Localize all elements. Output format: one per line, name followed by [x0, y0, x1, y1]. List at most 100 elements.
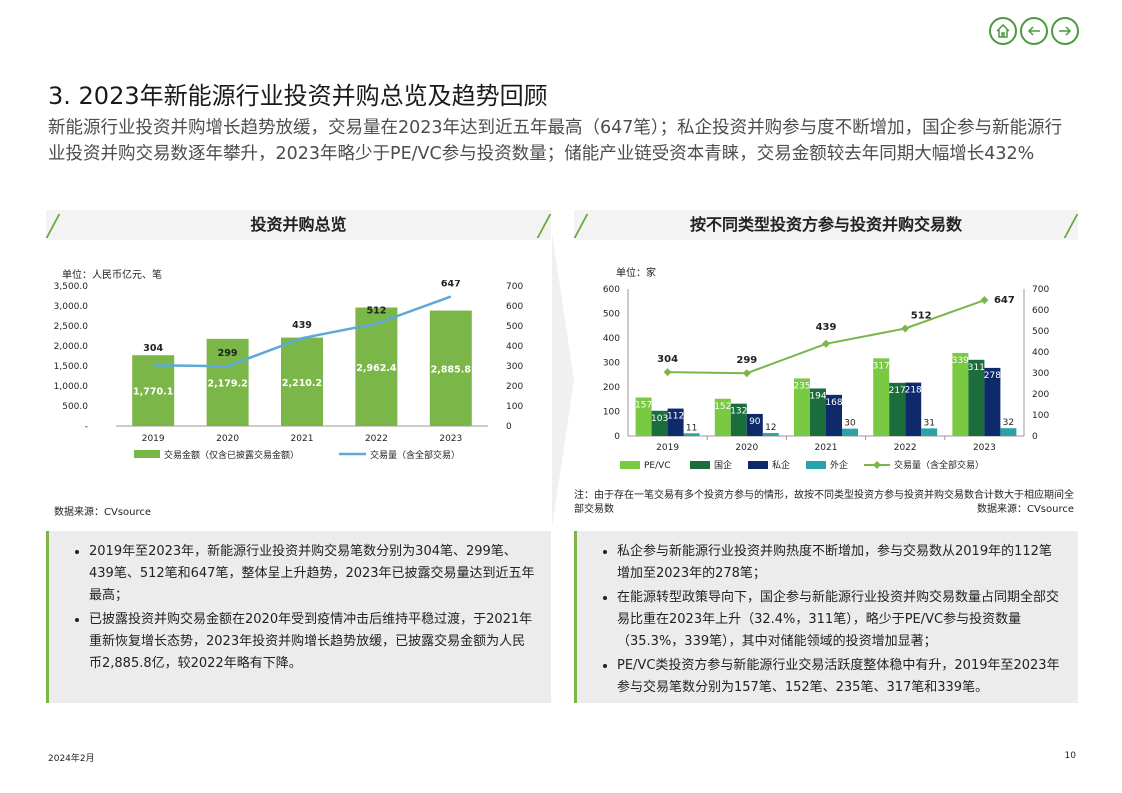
line-point-label: 647 — [994, 295, 1015, 306]
line-series — [153, 295, 452, 368]
page-number: 10 — [1064, 751, 1076, 761]
y2-tick-label: 100 — [506, 402, 523, 412]
y2-tick-label: 200 — [1032, 390, 1049, 400]
bar-label: 168 — [825, 398, 842, 408]
left-chart-source: 数据来源：CVsource — [54, 507, 152, 518]
right-panel-heading: 按不同类型投资方参与投资并购交易数 — [689, 215, 962, 234]
bar — [889, 382, 906, 436]
right-panel-body: 单位：家 0 100 200 300 400 500 600 0 100 200 300 400 500… — [574, 240, 1078, 525]
line-marker — [663, 368, 672, 377]
x-tick-label: 2020 — [216, 434, 239, 444]
bar-label: 132 — [730, 407, 747, 417]
bar-label: 2,885.8 — [431, 364, 472, 375]
y2-tick-label: 700 — [1032, 285, 1049, 295]
line-point-label: 512 — [366, 306, 386, 317]
bar-label: 152 — [714, 402, 731, 412]
bullet-item: 私企参与新能源行业投资并购热度不断增加，参与交易数从2019年的112笔增加至2… — [617, 541, 1064, 585]
bullet-item: 2019年至2023年，新能源行业投资并购交易笔数分别为304笔、299笔、43… — [89, 541, 537, 607]
line-marker — [980, 296, 989, 305]
bar — [794, 378, 810, 436]
bar-label: 311 — [968, 363, 985, 373]
y-tick-label: 400 — [603, 334, 620, 344]
x-tick-label: 2022 — [365, 434, 388, 444]
bar — [429, 310, 472, 426]
bar — [746, 413, 763, 436]
y2-tick-label: 200 — [506, 382, 523, 392]
legend-label: PE/VC — [644, 461, 671, 471]
legend-label: 交易金额（仅含已披露交易金额） — [164, 449, 299, 461]
bar-label: 31 — [923, 418, 934, 428]
bar-label: 2,179.2 — [207, 378, 247, 389]
left-panel-body: 单位：人民币亿元、笔 - 500.0 1,000.0 1,500.0 2,000.0 2,… — [46, 240, 551, 525]
bar — [1000, 428, 1017, 436]
x-tick-label: 2020 — [735, 443, 758, 453]
y-tick-label: 2,500.0 — [54, 322, 89, 332]
line-point-label: 304 — [657, 354, 678, 365]
legend-swatch — [690, 461, 710, 469]
y-tick-label: 100 — [603, 408, 620, 418]
bar — [683, 433, 700, 436]
y2-tick-label: 700 — [506, 282, 523, 292]
y-tick-label: 3,500.0 — [54, 282, 89, 292]
line-point-label: 439 — [816, 322, 837, 333]
bar — [826, 394, 842, 436]
bar-label: 30 — [844, 419, 856, 429]
bar — [730, 403, 747, 436]
bar — [667, 408, 684, 436]
bar — [714, 398, 731, 436]
bar — [984, 367, 1001, 436]
bar — [635, 397, 652, 436]
y-tick-label: 600 — [603, 285, 620, 295]
y2-tick-label: 300 — [1032, 369, 1049, 379]
right-bullets: 私企参与新能源行业投资并购热度不断增加，参与交易数从2019年的112笔增加至2… — [574, 531, 1078, 703]
bar — [873, 358, 890, 436]
line-point-label: 299 — [736, 355, 757, 366]
arrow-left-icon[interactable] — [1020, 17, 1048, 45]
bar — [132, 355, 175, 426]
legend-label: 外企 — [830, 459, 848, 471]
y-tick-label: 500 — [603, 310, 620, 320]
y-tick-label: - — [85, 422, 88, 432]
y2-tick-label: 400 — [506, 342, 523, 352]
y2-tick-label: 400 — [1032, 348, 1049, 358]
bar — [921, 428, 938, 436]
right-chart: 0 100 200 300 400 500 600 0 100 200 300 400 500 600 70… — [603, 285, 1050, 471]
bar-label: 2,210.2 — [282, 378, 322, 389]
bar-label: 218 — [905, 386, 922, 396]
y2-tick-label: 100 — [1032, 411, 1049, 421]
x-tick-label: 2019 — [656, 443, 679, 453]
note-text: 注：由于存在一笔交易有多个投资方参与的情形，故按不同类型投资方参与投资并购交易数… — [574, 490, 1074, 515]
bar-label: 1,770.1 — [133, 387, 173, 398]
left-panel-heading: 投资并购总览 — [250, 215, 347, 234]
line-point-label: 299 — [218, 348, 238, 359]
y-tick-label: 0 — [614, 432, 620, 442]
y-tick-label: 200 — [603, 383, 620, 393]
right-chart-note: 注：由于存在一笔交易有多个投资方参与的情形，故按不同类型投资方参与投资并购交易数… — [574, 489, 1074, 517]
nav-buttons — [989, 17, 1079, 45]
bar — [206, 338, 249, 426]
legend-swatch — [748, 461, 768, 469]
x-tick-label: 2023 — [439, 434, 462, 444]
bar — [968, 359, 985, 436]
legend-swatch — [806, 461, 826, 469]
arrow-right-icon[interactable] — [1051, 17, 1079, 45]
line-series — [667, 299, 985, 375]
bullet-item: PE/VC类投资方参与新能源行业交易活跃度整体稳中有升，2019年至2023年参… — [617, 655, 1064, 699]
bar — [905, 382, 922, 436]
legend-label: 私企 — [772, 459, 790, 471]
line-marker — [901, 324, 910, 333]
footer-date: 2024年2月 — [48, 754, 95, 764]
page-subtitle: 新能源行业投资并购增长趋势放缓，交易量在2023年达到近五年最高（647笔）；私… — [48, 118, 1063, 164]
bar-label: 2,962.4 — [356, 363, 397, 374]
left-chart: - 500.0 1,000.0 1,500.0 2,000.0 2,500.0 3,000.… — [54, 280, 524, 461]
bar-label: 278 — [984, 371, 1001, 381]
x-tick-label: 2021 — [291, 434, 314, 444]
home-icon[interactable] — [989, 17, 1017, 45]
y2-tick-label: 0 — [506, 422, 512, 432]
bar-label: 12 — [765, 423, 776, 433]
legend-marker — [873, 461, 881, 469]
left-panel: 投资并购总览 单位：人民币亿元、笔 - 500.0 1,000.0 1,500.0 2,… — [45, 210, 552, 525]
bar-label: 32 — [1003, 418, 1014, 428]
legend-swatch — [620, 461, 640, 469]
bar-label: 217 — [889, 386, 906, 396]
